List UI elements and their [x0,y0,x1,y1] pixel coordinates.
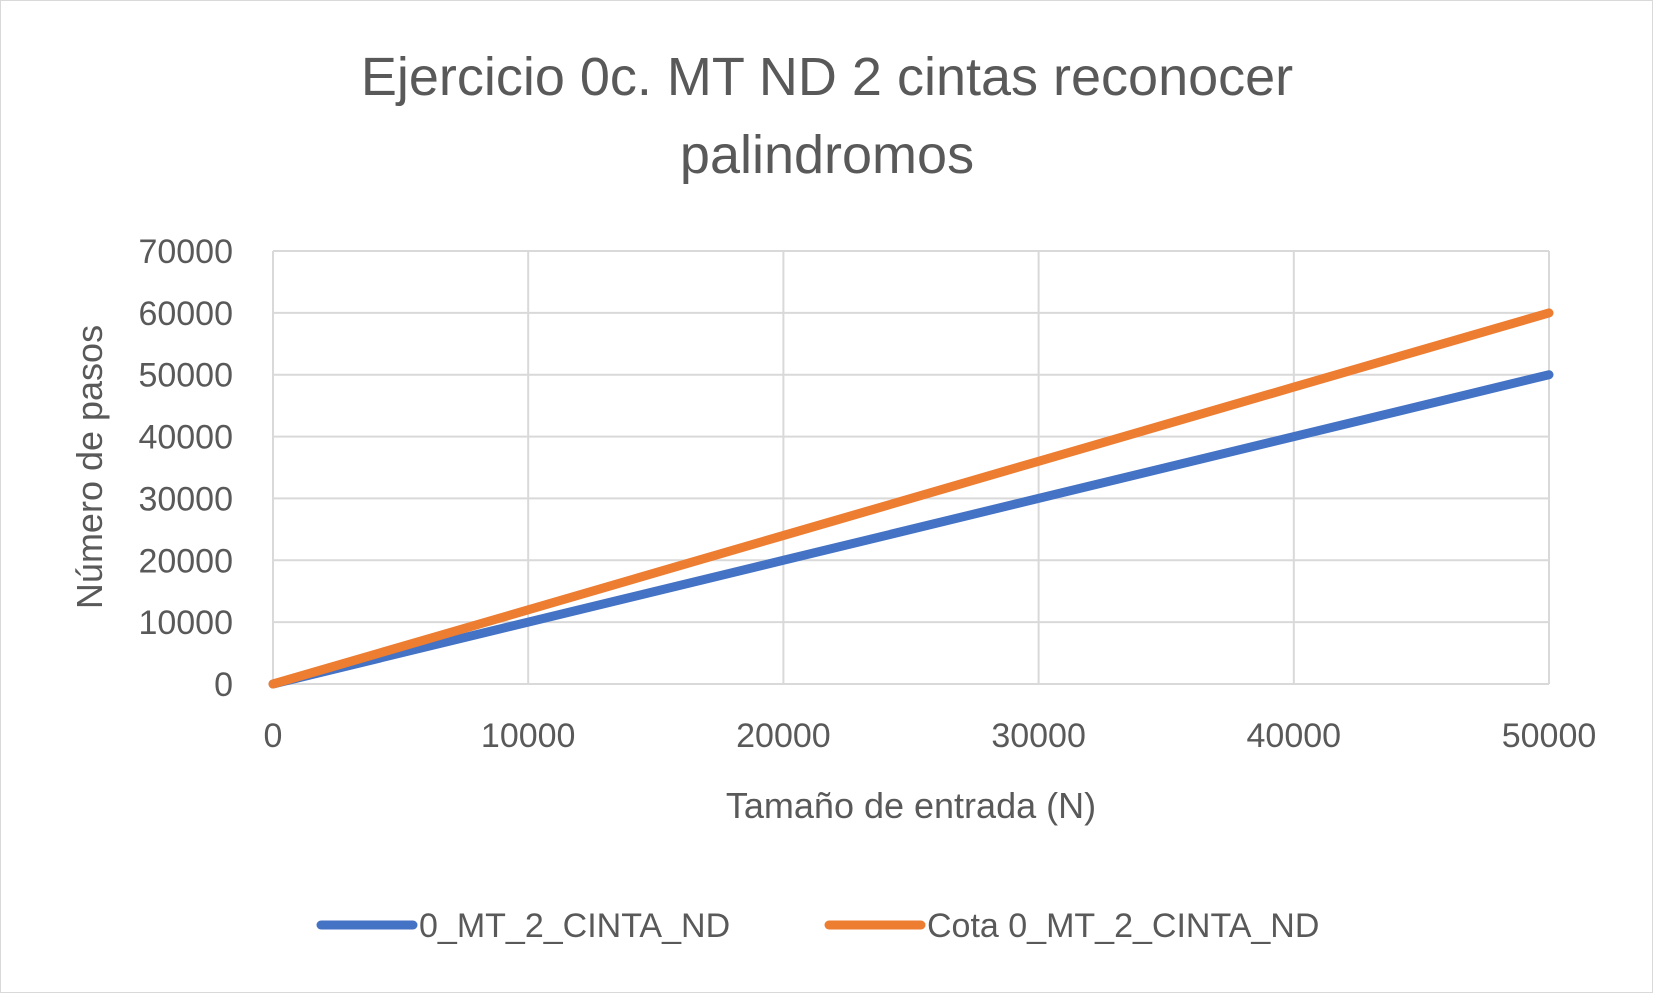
y-axis-title: Número de pasos [69,325,110,609]
x-tick-label: 20000 [736,717,831,755]
series-layer [268,308,1554,689]
x-tick-label: 30000 [991,717,1086,755]
y-tick-label: 40000 [138,419,233,457]
x-axis-title: Tamaño de entrada (N) [726,785,1096,826]
x-tick-label: 50000 [1502,717,1597,755]
y-tick-label: 70000 [138,233,233,271]
legend: 0_MT_2_CINTA_ND Cota 0_MT_2_CINTA_ND [316,907,1319,945]
chart-title-line-1: Ejercicio 0c. MT ND 2 cintas reconocer [361,47,1293,107]
chart-title-line-2: palindromos [680,125,974,185]
x-tick-label: 10000 [481,717,576,755]
series-line-1 [268,370,1554,689]
y-tick-label: 10000 [138,604,233,642]
x-tick-label: 40000 [1247,717,1342,755]
y-tick-label: 30000 [138,480,233,518]
y-tick-label: 0 [214,666,233,704]
series-line-2 [268,308,1554,689]
x-tick-label: 0 [264,717,283,755]
legend-label-2: Cota 0_MT_2_CINTA_ND [927,907,1319,945]
y-tick-label: 60000 [138,295,233,333]
legend-label-1: 0_MT_2_CINTA_ND [419,907,730,945]
grid-layer [272,250,1550,685]
y-tick-labels: 0 10000 20000 30000 40000 50000 60000 70000 [138,233,233,704]
x-tick-labels: 0 10000 20000 30000 40000 50000 [264,717,1597,755]
y-tick-label: 50000 [138,357,233,395]
y-tick-label: 20000 [138,542,233,580]
